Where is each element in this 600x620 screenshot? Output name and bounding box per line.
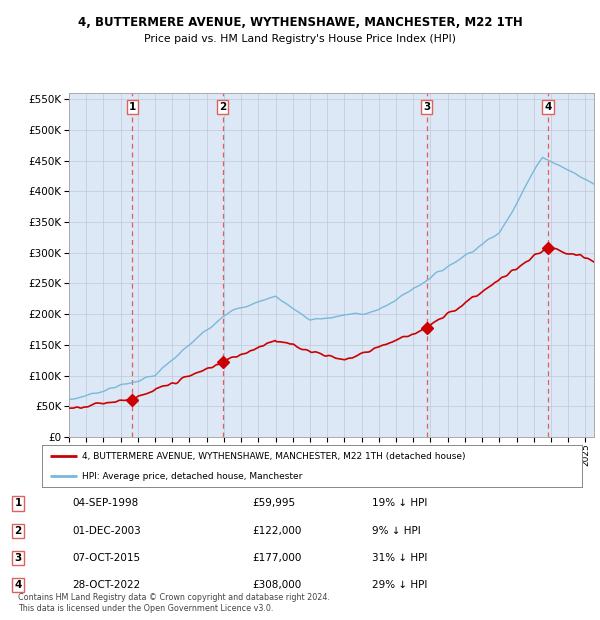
Text: HPI: Average price, detached house, Manchester: HPI: Average price, detached house, Manc…	[83, 472, 303, 480]
Text: 31% ↓ HPI: 31% ↓ HPI	[372, 553, 427, 563]
Text: 04-SEP-1998: 04-SEP-1998	[72, 498, 138, 508]
Text: £122,000: £122,000	[252, 526, 301, 536]
Text: 29% ↓ HPI: 29% ↓ HPI	[372, 580, 427, 590]
Text: 2: 2	[219, 102, 226, 112]
Text: £308,000: £308,000	[252, 580, 301, 590]
Text: 3: 3	[14, 553, 22, 563]
Text: 01-DEC-2003: 01-DEC-2003	[72, 526, 141, 536]
Text: 07-OCT-2015: 07-OCT-2015	[72, 553, 140, 563]
Text: Contains HM Land Registry data © Crown copyright and database right 2024.
This d: Contains HM Land Registry data © Crown c…	[18, 593, 330, 613]
Text: 4: 4	[544, 102, 552, 112]
Text: £59,995: £59,995	[252, 498, 295, 508]
Text: 1: 1	[14, 498, 22, 508]
Text: 28-OCT-2022: 28-OCT-2022	[72, 580, 140, 590]
Text: 4, BUTTERMERE AVENUE, WYTHENSHAWE, MANCHESTER, M22 1TH: 4, BUTTERMERE AVENUE, WYTHENSHAWE, MANCH…	[77, 16, 523, 29]
Text: 1: 1	[128, 102, 136, 112]
Text: 3: 3	[423, 102, 430, 112]
Text: £177,000: £177,000	[252, 553, 301, 563]
Text: 19% ↓ HPI: 19% ↓ HPI	[372, 498, 427, 508]
Text: 4: 4	[14, 580, 22, 590]
Text: 9% ↓ HPI: 9% ↓ HPI	[372, 526, 421, 536]
Text: 2: 2	[14, 526, 22, 536]
Text: 4, BUTTERMERE AVENUE, WYTHENSHAWE, MANCHESTER, M22 1TH (detached house): 4, BUTTERMERE AVENUE, WYTHENSHAWE, MANCH…	[83, 452, 466, 461]
Text: Price paid vs. HM Land Registry's House Price Index (HPI): Price paid vs. HM Land Registry's House …	[144, 34, 456, 44]
